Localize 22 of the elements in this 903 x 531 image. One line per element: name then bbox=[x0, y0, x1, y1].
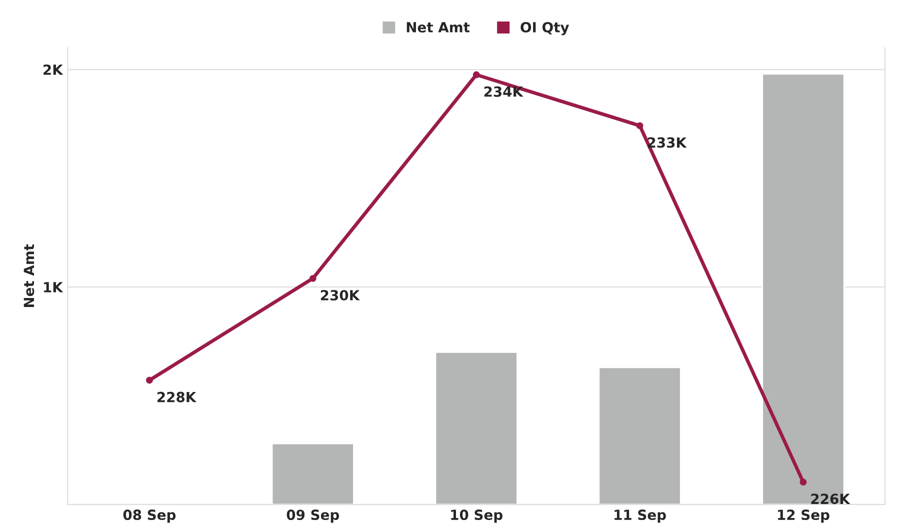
x-tick-label: 08 Sep bbox=[123, 510, 176, 523]
x-tick-label: 09 Sep bbox=[286, 510, 340, 523]
data-label: 234K bbox=[484, 86, 524, 97]
point bbox=[309, 274, 316, 282]
x-tick-label: 11 Sep bbox=[614, 510, 666, 523]
data-label: 226K bbox=[811, 494, 850, 504]
data-label: 228K bbox=[157, 392, 197, 402]
y-tick-label: 2K bbox=[44, 64, 64, 75]
bar bbox=[598, 366, 682, 504]
point bbox=[472, 71, 480, 78]
data-label: 230K bbox=[320, 290, 360, 300]
y-tick-label: 1K bbox=[44, 282, 64, 292]
x-tick-label: 10 Sep bbox=[451, 510, 502, 523]
legend-label: Net Amt bbox=[406, 22, 470, 32]
point bbox=[800, 478, 807, 486]
point bbox=[636, 122, 644, 130]
bar bbox=[271, 442, 354, 504]
point bbox=[146, 376, 153, 384]
legend-label: OI Qty bbox=[520, 22, 570, 36]
y-axis-title: Net Amt bbox=[24, 244, 34, 308]
x-tick-label: 12 Sep bbox=[778, 510, 830, 523]
bar bbox=[434, 352, 518, 504]
